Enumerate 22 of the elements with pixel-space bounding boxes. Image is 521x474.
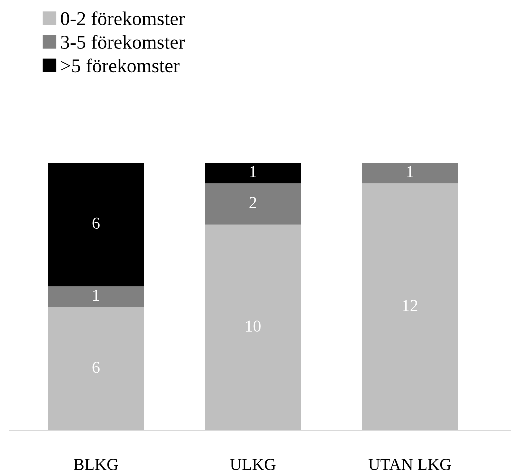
x-tick-label: ULKG	[230, 459, 276, 470]
bar	[48, 286, 144, 308]
bar	[362, 184, 458, 431]
data-label: 10	[246, 320, 261, 332]
data-label: 2	[250, 197, 256, 208]
data-label: 6	[92, 218, 100, 230]
data-label: 12	[403, 300, 418, 312]
bar	[205, 163, 302, 184]
bar	[48, 307, 144, 431]
bar	[48, 163, 144, 287]
legend-label: 0-2 förekomster	[61, 12, 185, 26]
data-label: 1	[94, 290, 100, 301]
legend-label: 3-5 förekomster	[61, 35, 185, 50]
x-tick-label: UTAN LKG	[368, 459, 452, 470]
bar	[362, 163, 458, 184]
data-label: 1	[407, 166, 414, 178]
x-tick-label: BLKG	[74, 459, 118, 470]
bar	[205, 184, 302, 225]
bar	[205, 224, 302, 431]
data-label: 1	[250, 166, 256, 178]
legend-label: >5 förekomster	[61, 58, 180, 73]
data-label: 6	[92, 362, 100, 374]
